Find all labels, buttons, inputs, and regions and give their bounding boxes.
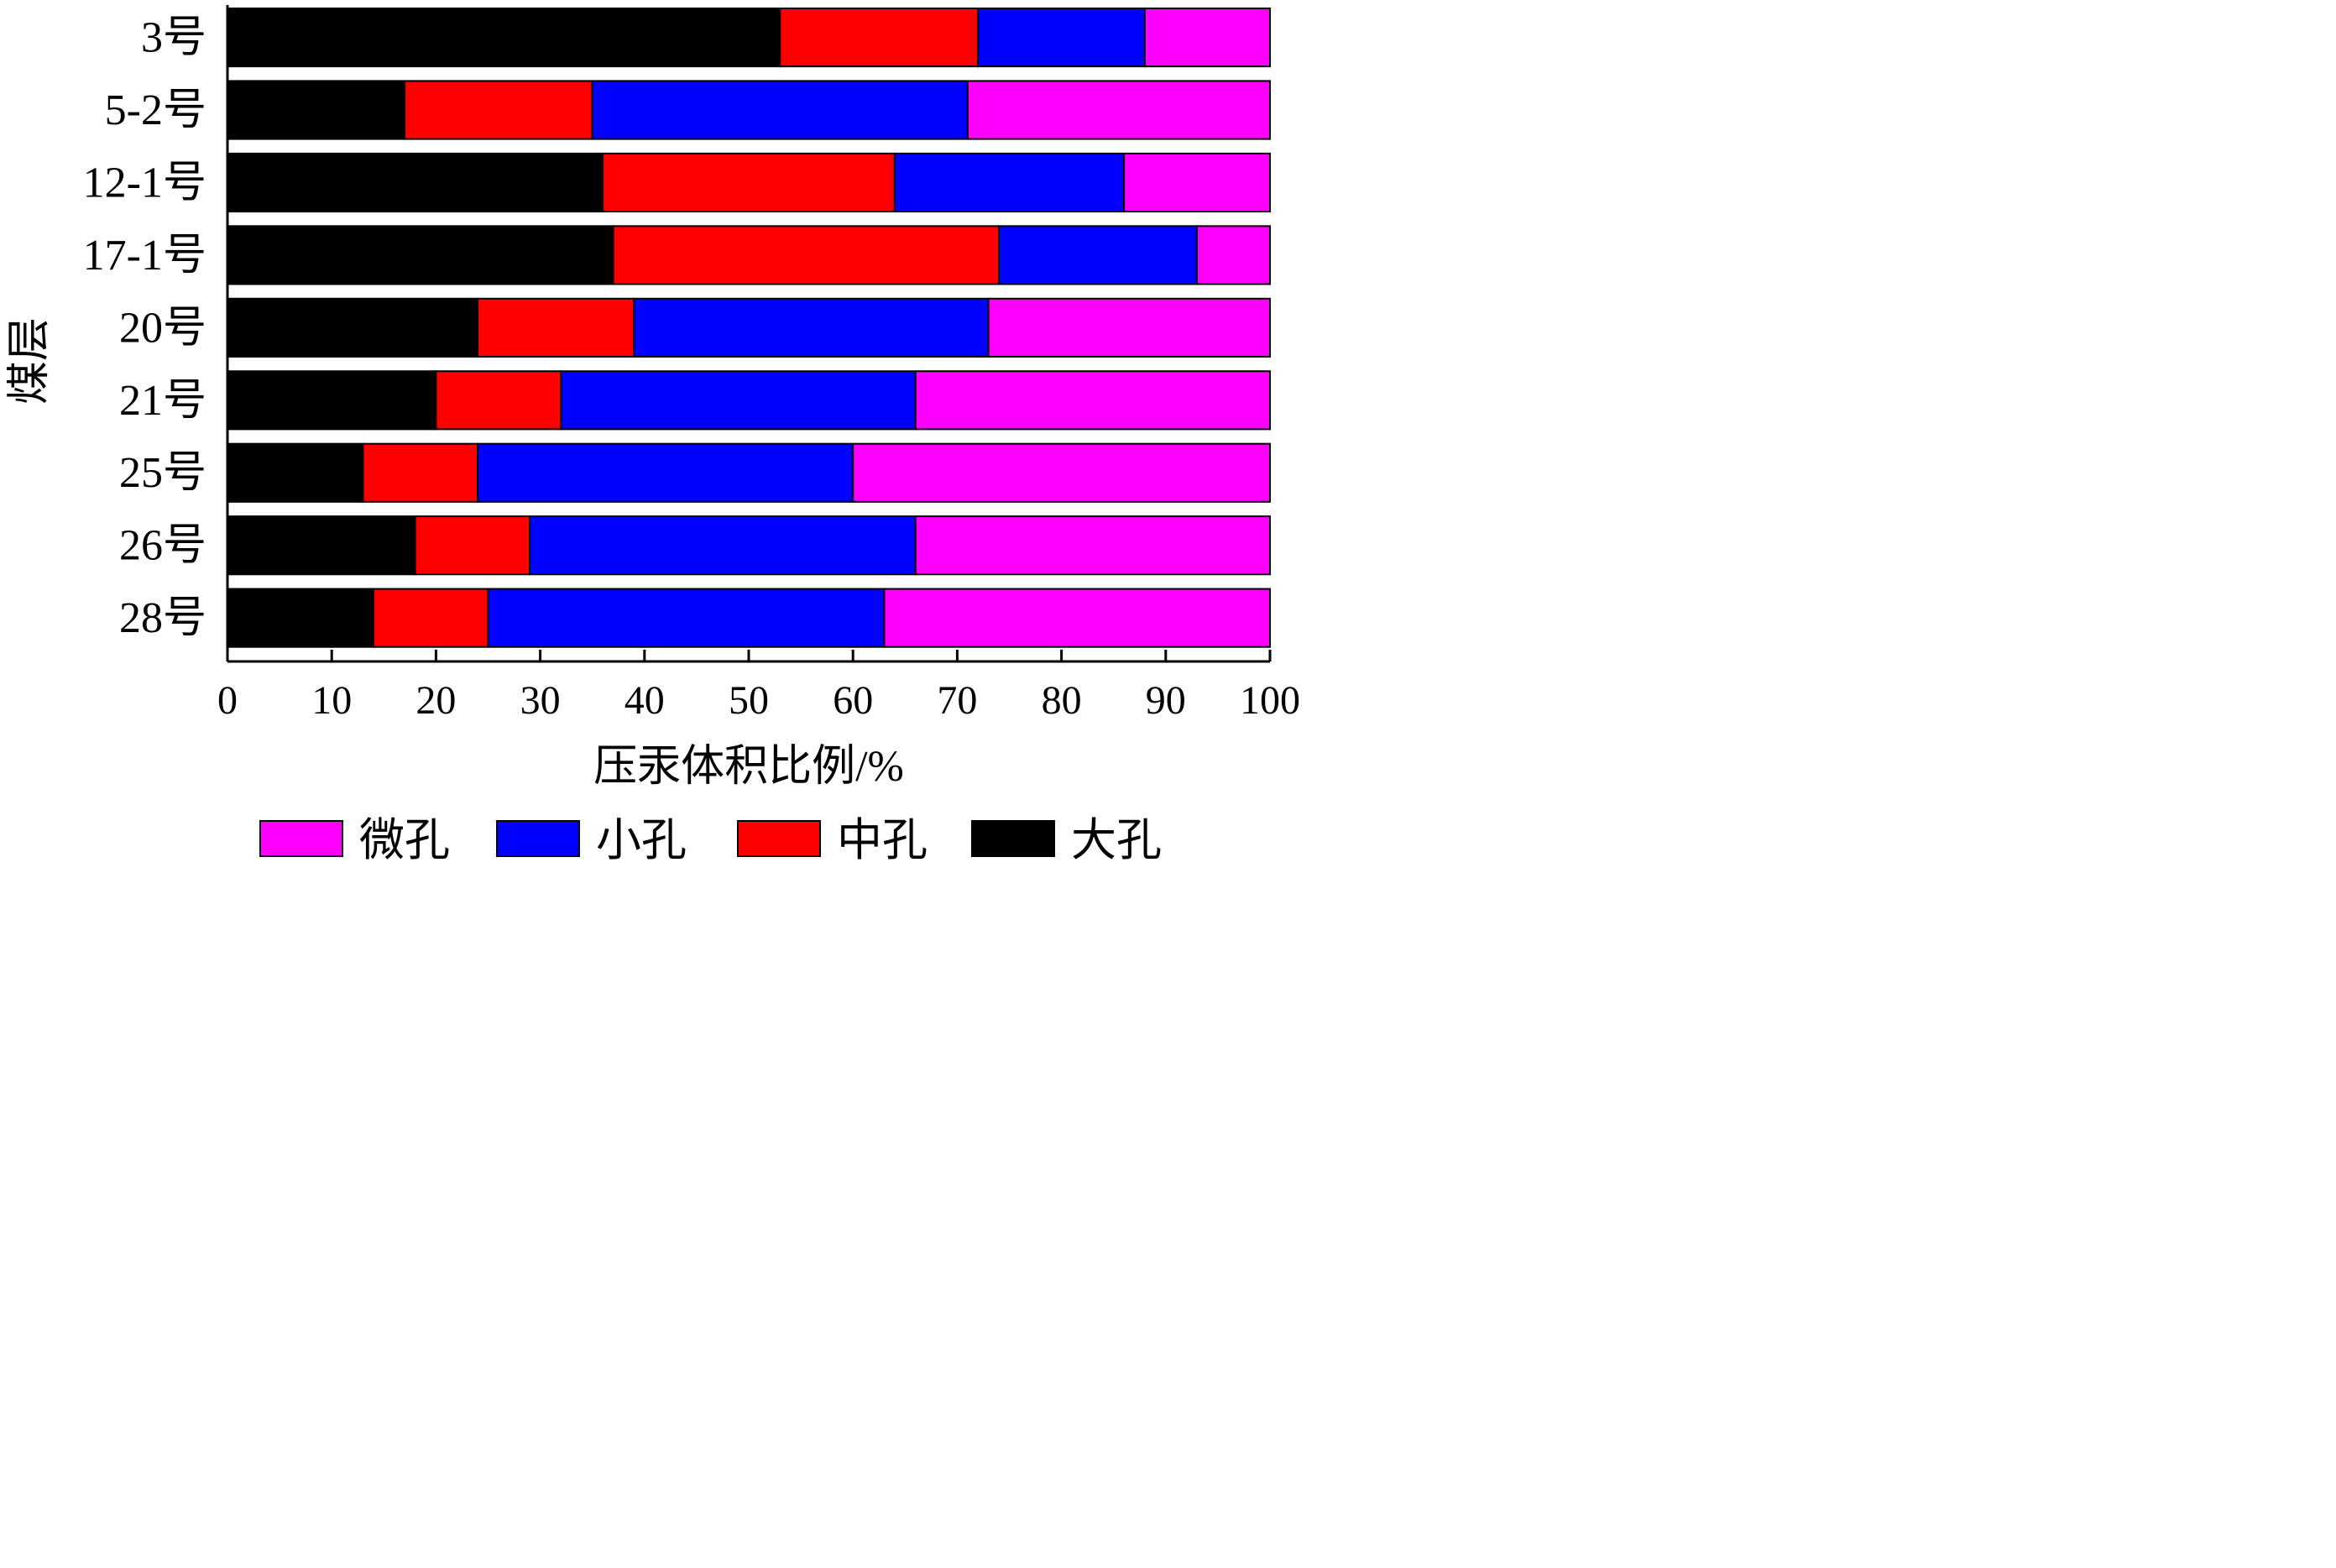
bar-segment xyxy=(602,152,896,213)
bar-segment xyxy=(1123,152,1271,213)
legend-swatch xyxy=(971,820,1055,857)
y-tick-label: 26号 xyxy=(119,522,206,570)
x-axis-title: 压汞体积比例/% xyxy=(593,743,904,791)
bar-segment xyxy=(987,297,1272,358)
y-tick-label: 5-2号 xyxy=(105,86,206,134)
bar-segment xyxy=(227,80,406,140)
bar-segment xyxy=(372,588,489,648)
bar-segment xyxy=(404,80,593,140)
bar-segment xyxy=(227,152,604,213)
bar-segment xyxy=(977,8,1146,68)
bar-segment xyxy=(914,370,1271,431)
bar-segment xyxy=(883,588,1271,648)
bar-segment xyxy=(998,225,1199,285)
bar-segment xyxy=(966,80,1271,140)
bars-layer xyxy=(227,8,1272,648)
legend-label: 中孔 xyxy=(837,815,928,865)
legend-swatch xyxy=(737,820,821,857)
chart-container: 压汞体积比例/% 煤层 3号 5-2号 12-1号 17-1号 20号 21号 25号 26号… xyxy=(0,0,1315,870)
x-tick-label: 60 xyxy=(833,678,873,723)
bar-segment xyxy=(414,515,531,576)
legend-swatch xyxy=(496,820,580,857)
bar-segment xyxy=(1196,225,1272,285)
y-tick-label: 12-1号 xyxy=(83,159,206,206)
x-tick-label: 20 xyxy=(415,678,456,723)
bar-segment xyxy=(612,225,1001,285)
bar-segment xyxy=(487,588,886,648)
y-axis-title: 煤层 xyxy=(6,317,54,405)
bar-segment xyxy=(893,152,1126,213)
legend: 微孔 小孔 中孔 大孔 xyxy=(259,815,1162,865)
x-tick-label: 40 xyxy=(625,678,665,723)
legend-swatch xyxy=(259,820,343,857)
legend-label: 小孔 xyxy=(596,815,687,865)
x-tick-label: 70 xyxy=(937,678,977,723)
x-tick-label: 50 xyxy=(729,678,769,723)
stacked-bar-chart: 压汞体积比例/% 煤层 3号 5-2号 12-1号 17-1号 20号 21号 25号 26号… xyxy=(6,5,1300,865)
x-tick-label: 90 xyxy=(1146,678,1186,723)
bar-segment xyxy=(435,370,562,431)
bar-segment xyxy=(227,297,479,358)
legend-label: 大孔 xyxy=(1071,815,1162,865)
bar-segment xyxy=(227,8,781,68)
y-tick-label: 25号 xyxy=(119,449,206,497)
bar-segment xyxy=(529,515,917,576)
bar-segment xyxy=(1143,8,1271,68)
y-tick-label: 3号 xyxy=(141,14,206,62)
x-tick-label: 10 xyxy=(311,678,352,723)
bar-segment xyxy=(477,442,854,503)
y-tick-label: 21号 xyxy=(119,377,206,425)
bar-segment xyxy=(227,442,364,503)
bar-segment xyxy=(227,370,437,431)
bar-segment xyxy=(779,8,980,68)
y-tick-label: 28号 xyxy=(119,594,206,642)
labels-layer: 压汞体积比例/% 煤层 3号 5-2号 12-1号 17-1号 20号 21号 25号 26号… xyxy=(6,14,1300,791)
x-tick-label: 100 xyxy=(1240,678,1300,723)
bar-segment xyxy=(227,225,614,285)
bar-segment xyxy=(227,515,416,576)
x-tick-label: 0 xyxy=(217,678,238,723)
bar-segment xyxy=(362,442,479,503)
bar-segment xyxy=(633,297,990,358)
bar-segment xyxy=(477,297,635,358)
bar-segment xyxy=(227,588,374,648)
y-tick-label: 20号 xyxy=(119,304,206,352)
bar-segment xyxy=(560,370,917,431)
legend-label: 微孔 xyxy=(359,815,450,865)
bar-segment xyxy=(591,80,969,140)
bar-segment xyxy=(852,442,1271,503)
x-tick-label: 80 xyxy=(1042,678,1082,723)
y-tick-label: 17-1号 xyxy=(83,232,206,280)
x-tick-label: 30 xyxy=(520,678,561,723)
axes-layer xyxy=(226,5,1272,663)
bar-segment xyxy=(914,515,1271,576)
